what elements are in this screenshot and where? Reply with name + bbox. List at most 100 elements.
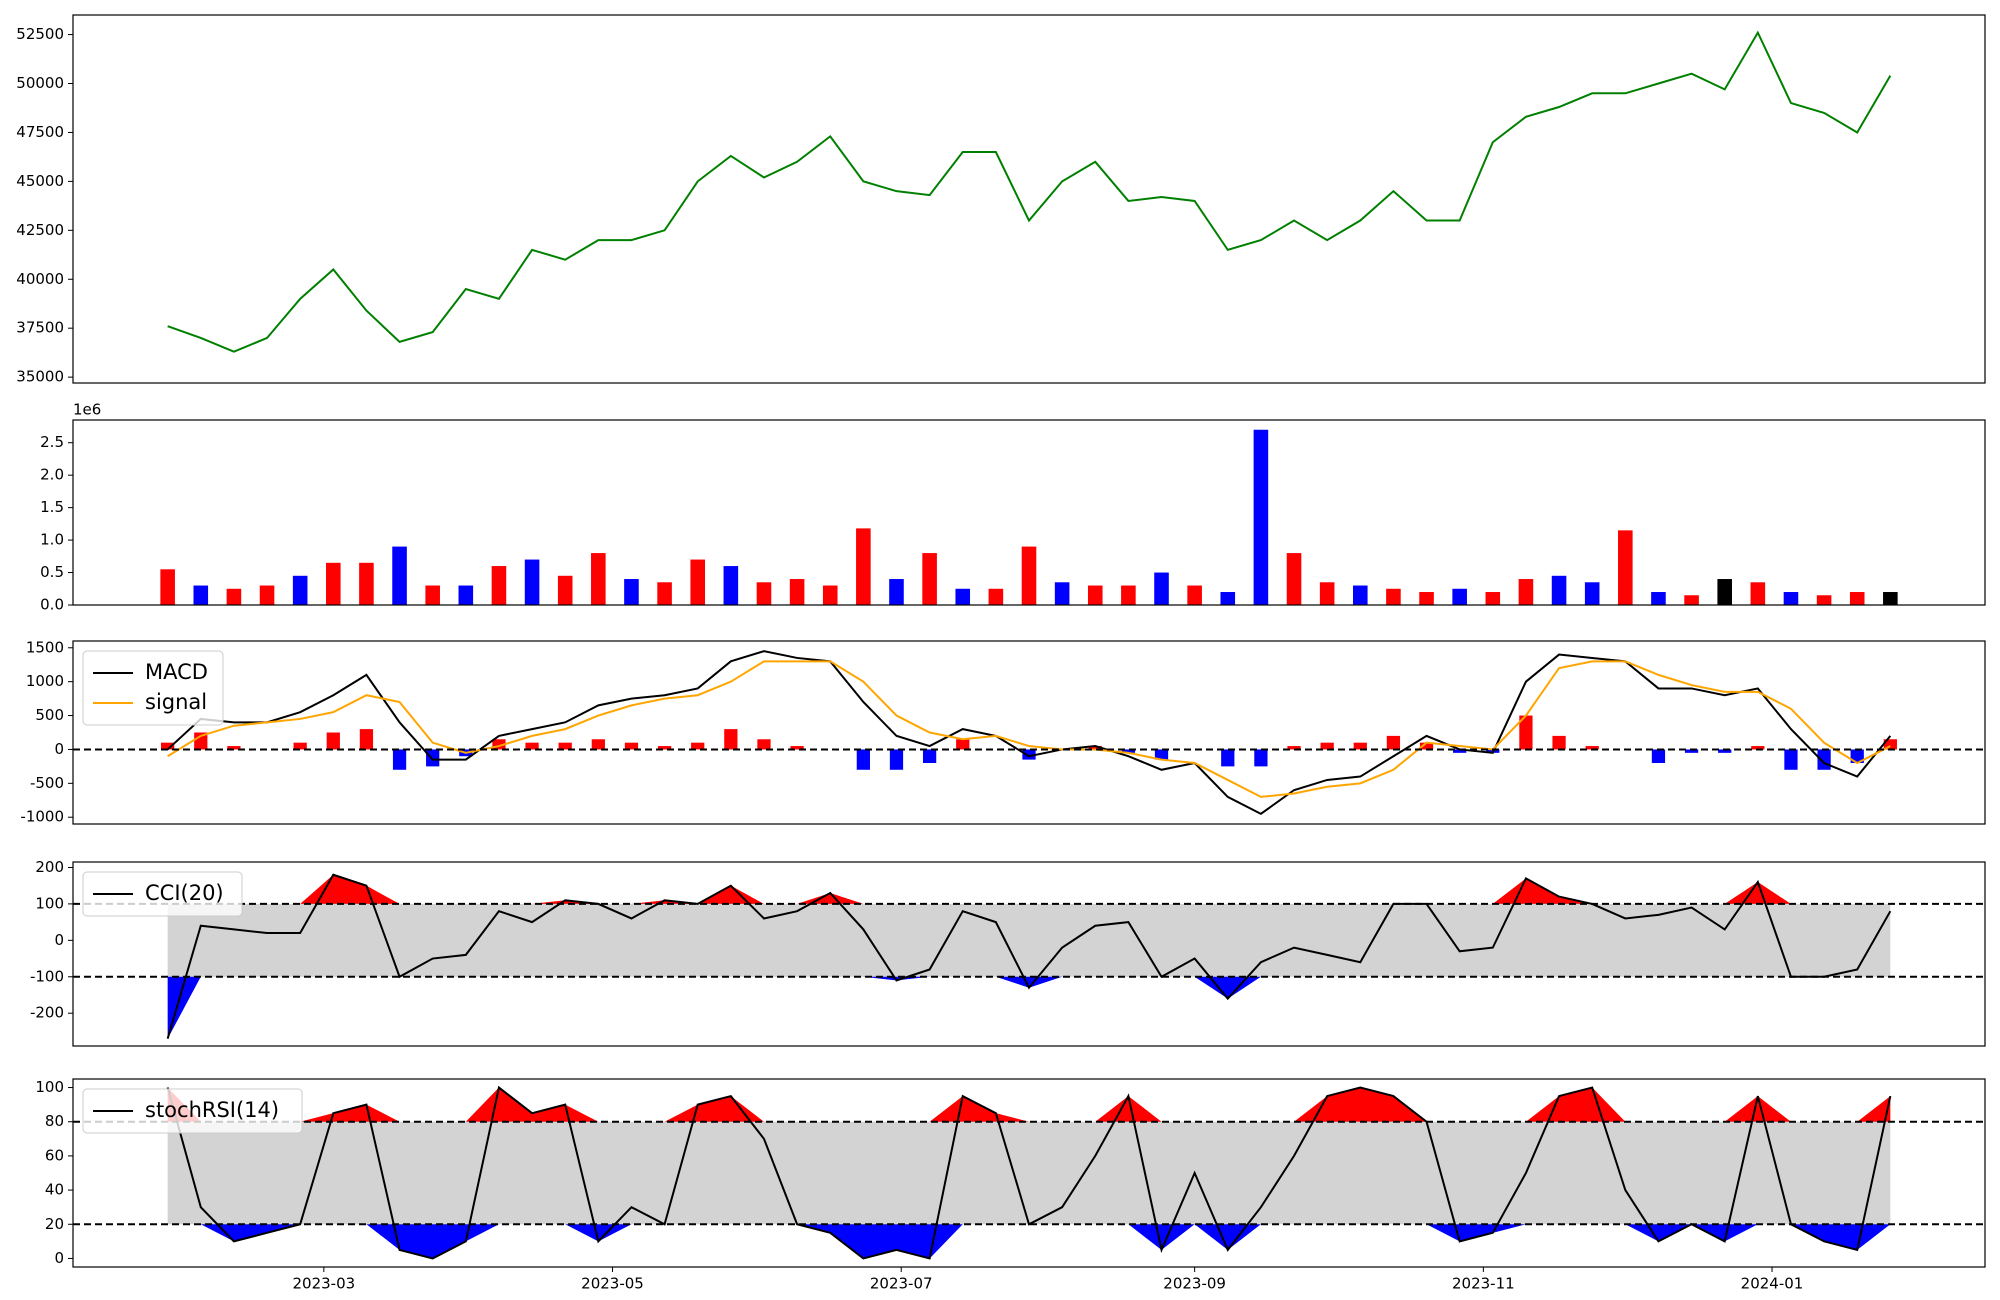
bar <box>1253 429 1269 605</box>
bar <box>359 562 374 605</box>
bar <box>1187 585 1202 605</box>
histogram-bar <box>1552 735 1566 750</box>
x-tick-label: 2023-09 <box>1163 1275 1226 1293</box>
y-tick-label: 80 <box>45 1112 64 1130</box>
histogram-bar <box>1419 742 1434 750</box>
bar <box>1518 579 1534 605</box>
legend-box <box>82 871 243 917</box>
histogram-bar <box>691 742 705 750</box>
bar <box>690 559 706 605</box>
series-line <box>166 650 1892 816</box>
bar <box>160 569 175 605</box>
bar <box>1220 592 1236 605</box>
y-tick-label: 2.0 <box>40 466 64 484</box>
bar <box>1386 588 1401 605</box>
histogram-bar <box>227 746 241 750</box>
histogram-bar <box>1353 742 1367 750</box>
y-tick-label: 35000 <box>16 368 64 386</box>
y-tick-label: 50000 <box>16 74 64 92</box>
histogram-bar <box>1453 749 1467 753</box>
histogram-bar <box>757 739 771 750</box>
bar <box>1849 592 1865 605</box>
bar <box>624 579 639 605</box>
legend-label: stochRSI(14) <box>145 1098 279 1122</box>
bar <box>1651 592 1666 605</box>
legend-label: signal <box>145 690 207 714</box>
bar <box>756 582 772 605</box>
histogram-bar <box>1254 749 1268 767</box>
series-line <box>167 660 1891 798</box>
y-tick-label: 37500 <box>16 319 64 337</box>
legend-box <box>82 650 224 726</box>
bar <box>1319 582 1335 605</box>
plot-frame <box>72 14 1986 384</box>
histogram-bar <box>856 749 870 770</box>
x-tick-label: 2023-03 <box>292 1275 355 1293</box>
histogram-bar <box>293 742 307 750</box>
legend-box <box>82 1088 303 1134</box>
histogram-bar <box>1751 746 1765 750</box>
bar <box>789 579 805 605</box>
bar <box>292 575 308 605</box>
bar <box>1054 582 1070 605</box>
bar <box>557 575 573 605</box>
bar <box>1584 582 1600 605</box>
histogram-bar <box>1784 749 1798 770</box>
histogram-bar <box>1088 746 1102 750</box>
bar <box>1087 585 1103 605</box>
histogram-bar <box>1287 746 1301 750</box>
y-tick-label: -500 <box>30 774 64 792</box>
bar <box>723 566 739 605</box>
bar <box>1021 546 1037 605</box>
bar <box>856 528 871 605</box>
below-fill <box>167 1224 1891 1259</box>
bar <box>591 553 606 605</box>
histogram-bar <box>1386 735 1401 750</box>
bar <box>1352 585 1368 605</box>
histogram-bar <box>194 732 208 750</box>
plot-frame <box>72 419 1986 606</box>
panel: 0.0 0.5 1.0 1.5 2.0 2.5 1e6 <box>40 401 1986 614</box>
bar <box>889 579 904 605</box>
histogram-bar <box>889 749 904 770</box>
x-tick-label: 2024-01 <box>1741 1275 1804 1293</box>
histogram-bar <box>359 729 374 750</box>
y-tick-label: 1000 <box>26 672 64 690</box>
panel: 35000 37500 40000 42500 45000 47500 50000 52500 <box>16 14 1986 386</box>
panel: -200 -100 0 100 200 CCI(20) <box>30 858 1986 1047</box>
histogram-bar <box>1684 749 1699 753</box>
panel: -1000 -500 0 500 1000 1500 MACD signal <box>20 638 1986 826</box>
bar <box>1717 579 1732 605</box>
y-tick-label: 40000 <box>16 270 64 288</box>
bar <box>1286 553 1302 605</box>
histogram-bar <box>326 732 340 750</box>
y-tick-label: 100 <box>35 894 64 912</box>
series-line <box>167 30 1892 353</box>
y-tick-label: 52500 <box>16 25 64 43</box>
bar <box>1750 582 1766 605</box>
above-fill <box>167 1087 1891 1122</box>
bar <box>922 553 937 605</box>
bar <box>1551 575 1567 605</box>
band-fill <box>167 903 1891 977</box>
histogram-bar <box>558 742 572 750</box>
y-tick-label: -200 <box>30 1004 64 1022</box>
histogram-bar <box>1850 749 1864 763</box>
bar <box>425 585 440 605</box>
bar <box>1684 595 1699 605</box>
y-tick-label: 0 <box>54 931 64 949</box>
histogram-bar <box>161 742 175 750</box>
bar <box>193 585 209 605</box>
bar <box>988 588 1004 605</box>
x-tick-label: 2023-05 <box>581 1275 644 1293</box>
y-tick-label: 100 <box>35 1078 64 1096</box>
y-tick-label: -1000 <box>20 808 64 826</box>
histogram-bar <box>492 739 506 750</box>
bar <box>1816 595 1832 605</box>
bar <box>1618 530 1633 605</box>
histogram-bar <box>1651 749 1666 763</box>
bar <box>657 582 672 605</box>
histogram-bar <box>1883 739 1897 750</box>
y-tick-label: 0.0 <box>40 596 64 614</box>
x-tick-label: 2023-07 <box>870 1275 933 1293</box>
